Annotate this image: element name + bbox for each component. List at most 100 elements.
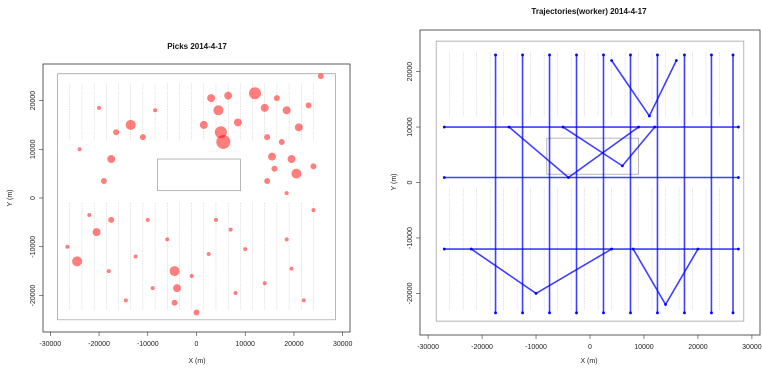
trajectories-x-tick: -30000 — [417, 344, 439, 351]
pick-point — [125, 119, 136, 130]
pick-point — [264, 177, 271, 184]
trajectories-x-tick: -10000 — [525, 344, 547, 351]
trajectory-point — [737, 247, 740, 251]
pick-point — [282, 106, 291, 115]
pick-point — [139, 134, 146, 141]
trajectory-point — [442, 176, 446, 179]
trajectories-x-tick: 10000 — [634, 344, 654, 351]
pick-point — [301, 298, 306, 303]
pick-point — [260, 103, 269, 112]
pick-point — [278, 138, 285, 145]
pick-point — [150, 286, 155, 291]
pick-point — [291, 168, 302, 179]
trajectory-point — [629, 311, 632, 315]
trajectories-x-tick: 20000 — [688, 344, 708, 351]
pick-point — [65, 244, 70, 249]
picks-x-tick: -30000 — [39, 341, 61, 348]
trajectory-point — [683, 53, 686, 57]
picks-central-room — [157, 158, 241, 192]
pick-point — [213, 217, 218, 222]
picks-plot-frame — [42, 63, 351, 333]
picks-x-tick: -20000 — [88, 341, 110, 348]
pick-point — [287, 155, 296, 164]
trajectory-point — [683, 311, 686, 315]
pick-point — [165, 237, 170, 242]
trajectory-point — [610, 247, 613, 251]
picks-title: Picks 2014-4-17 — [167, 42, 227, 51]
pick-point — [171, 299, 178, 306]
pick-point — [224, 91, 233, 100]
pick-point — [77, 147, 82, 152]
picks-x-tick: 20000 — [284, 341, 304, 348]
trajectory-point — [656, 311, 659, 315]
picks-y-tick: -10000 — [30, 236, 37, 258]
trajectories-lines — [442, 53, 740, 315]
pick-point — [92, 228, 101, 237]
trajectories-x-label: X (m) — [580, 358, 597, 365]
trajectory-point — [731, 311, 735, 315]
picks-x-tick: 0 — [195, 341, 199, 348]
trajectory-point — [610, 59, 613, 62]
trajectories-central-room — [546, 137, 639, 175]
pick-point — [97, 105, 102, 110]
trajectory-point — [494, 53, 497, 57]
pick-point — [108, 216, 115, 223]
pick-point — [123, 298, 128, 303]
trajectory-point — [548, 311, 551, 315]
trajectories-title: Trajectories(worker) 2014-4-17 — [531, 7, 647, 16]
picks-building-outline — [57, 73, 336, 321]
trajectory-point — [710, 311, 713, 315]
pick-point — [264, 134, 271, 141]
pick-point — [216, 134, 231, 149]
pick-point — [311, 208, 316, 213]
trajectory-line — [610, 60, 678, 118]
trajectories-panel: Trajectories(worker) 2014-4-17 -30000 -2… — [391, 7, 762, 365]
pick-point — [305, 102, 312, 109]
trajectory-line — [470, 248, 612, 295]
trajectories-x-ticks: -30000 -20000 -10000 0 10000 20000 30000 — [417, 344, 762, 351]
trajectory-point — [696, 247, 700, 251]
trajectories-plot-frame — [419, 29, 761, 336]
pick-point — [228, 227, 233, 232]
trajectory-point — [494, 311, 497, 315]
pick-point — [310, 163, 317, 170]
picks-x-tick: -10000 — [137, 341, 159, 348]
trajectory-point — [602, 311, 605, 315]
trajectory-point — [656, 53, 659, 57]
trajectory-point — [653, 125, 657, 129]
pick-point — [193, 309, 200, 316]
trajectory-point — [561, 125, 565, 129]
picks-x-label: X (m) — [188, 358, 205, 365]
picks-y-tick: 0 — [30, 196, 37, 200]
pick-point — [207, 94, 216, 103]
trajectory-point — [575, 53, 578, 57]
picks-y-tick: -20000 — [30, 284, 37, 306]
pick-point — [173, 284, 182, 293]
pick-point — [233, 118, 242, 127]
trajectory-point — [442, 125, 446, 129]
trajectory-point — [575, 311, 578, 315]
pick-point — [243, 247, 248, 252]
pick-point — [133, 254, 138, 259]
pick-point — [113, 129, 120, 136]
trajectory-point — [637, 125, 640, 129]
picks-y-label: Y (m) — [7, 190, 14, 207]
pick-point — [189, 273, 194, 278]
trajectory-point — [534, 292, 538, 295]
pick-point — [289, 266, 294, 271]
pick-point — [268, 152, 277, 161]
pick-point — [107, 155, 116, 164]
trajectories-y-tick: 10000 — [407, 117, 414, 137]
trajectories-y-ticks: -20000 -10000 0 10000 20000 — [407, 62, 414, 305]
pick-point — [145, 217, 150, 222]
picks-panel: Picks 2014-4-17 -30000 -20000 -10000 0 1… — [7, 42, 353, 365]
trajectory-point — [602, 53, 605, 57]
trajectory-point — [507, 125, 511, 129]
picks-x-ticks: -30000 -20000 -10000 0 10000 20000 30000 — [39, 341, 352, 348]
picks-x-tick: 30000 — [333, 341, 353, 348]
trajectory-point — [737, 125, 740, 129]
trajectories-y-label: Y (m) — [391, 174, 398, 191]
pick-point — [213, 105, 224, 116]
pick-point — [271, 165, 278, 172]
